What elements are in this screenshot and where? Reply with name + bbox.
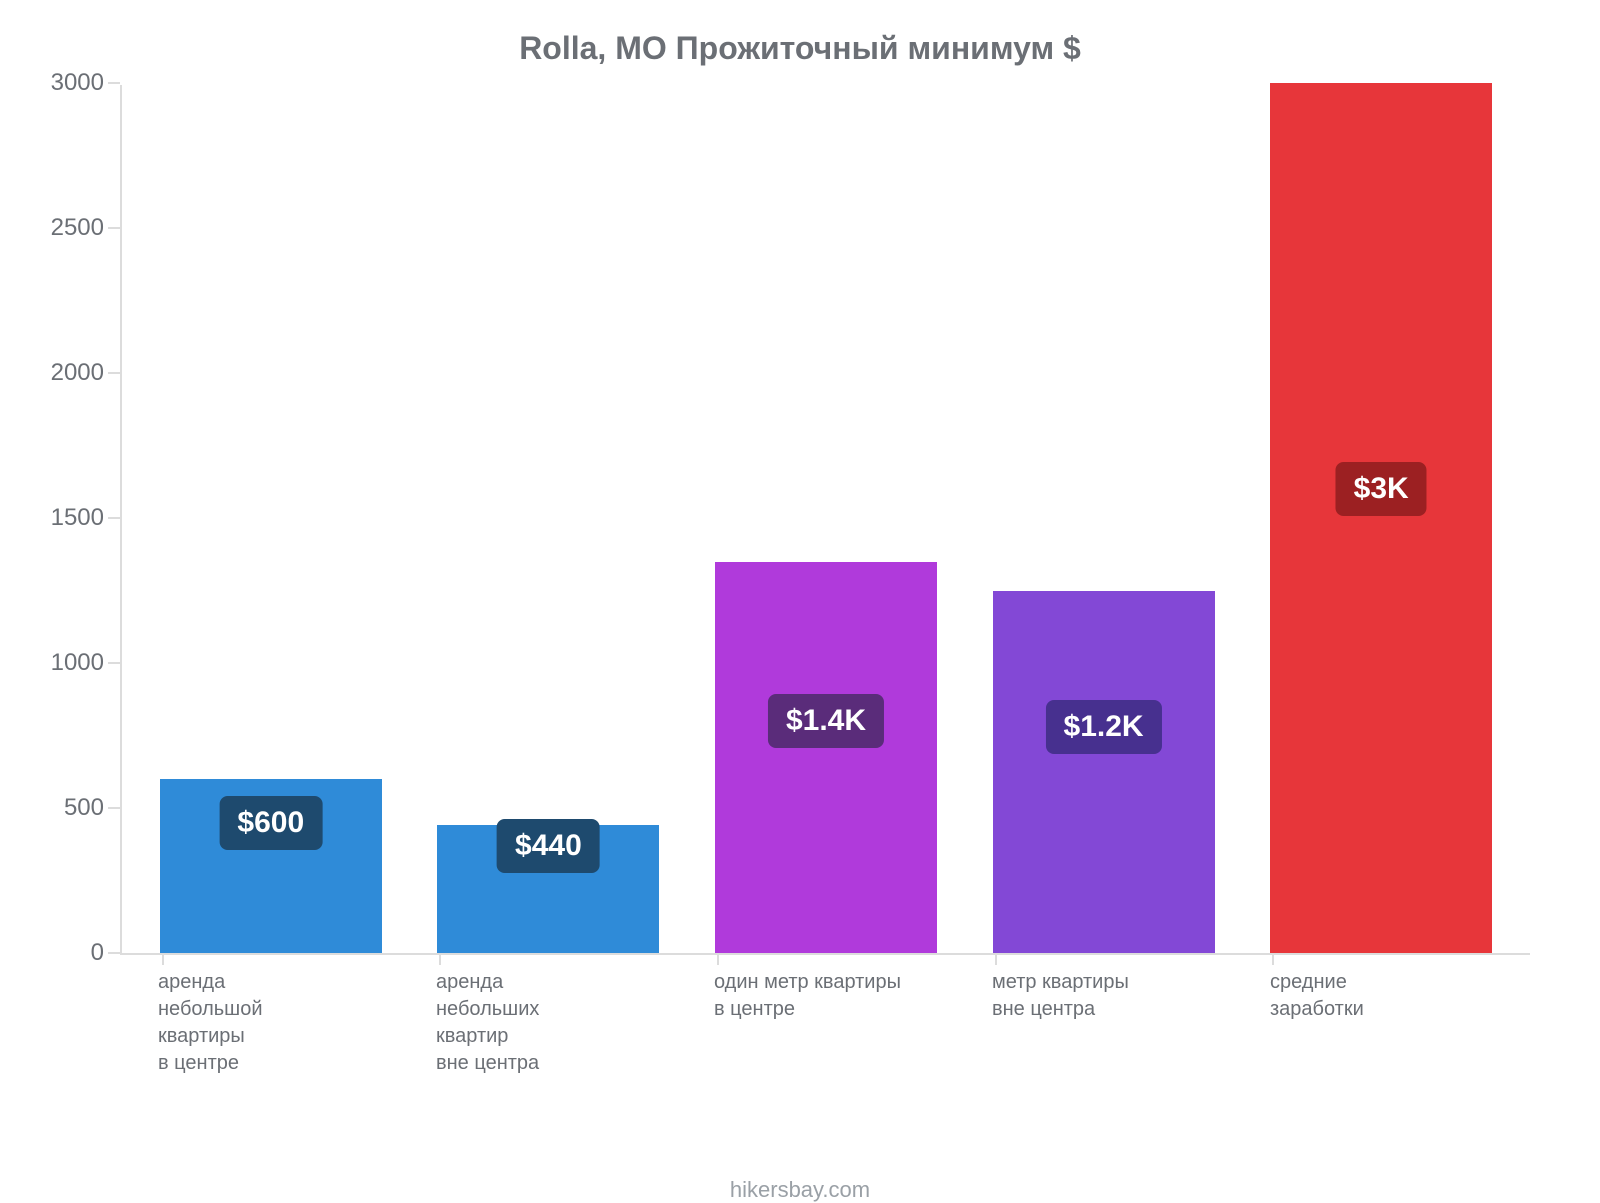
x-tick (1272, 953, 1274, 965)
chart-title: Rolla, MO Прожиточный минимум $ (40, 30, 1560, 67)
y-tick-label: 500 (64, 794, 122, 822)
bars-group: $600 $440 $1.4K $1.2K $3K (122, 85, 1530, 953)
x-axis-labels: аренда небольшой квартиры в центре аренда… (120, 969, 1530, 1077)
x-label: средние заработки (1270, 969, 1364, 1077)
bar-slot: $1.2K (965, 85, 1243, 953)
bar-slot: $440 (410, 85, 688, 953)
value-badge: $600 (219, 796, 322, 850)
y-tick-label: 0 (91, 939, 122, 967)
value-badge: $3K (1336, 462, 1427, 516)
value-badge: $440 (497, 819, 600, 873)
y-tick-label: 1500 (51, 504, 122, 532)
x-label: аренда небольшой квартиры в центре (158, 969, 263, 1077)
x-label: метр квартиры вне центра (992, 969, 1129, 1077)
chart-container: Rolla, MO Прожиточный минимум $ $600 $440… (0, 0, 1600, 1200)
bar-slot: $3K (1242, 85, 1520, 953)
value-badge: $1.4K (768, 694, 884, 748)
bar-slot: $1.4K (687, 85, 965, 953)
x-label-slot: метр квартиры вне центра (964, 969, 1242, 1077)
bar-slot: $600 (132, 85, 410, 953)
y-tick-label: 2500 (51, 214, 122, 242)
x-label: аренда небольших квартир вне центра (436, 969, 539, 1077)
x-label: один метр квартиры в центре (714, 969, 901, 1077)
x-tick (995, 953, 997, 965)
chart-wrap: $600$440$1.4K$1.2K$3K 050010001500200025… (120, 85, 1530, 1077)
bar: $3K (1270, 83, 1492, 953)
footer-credit: hikersbay.com (40, 1177, 1560, 1203)
x-label-slot: аренда небольших квартир вне центра (408, 969, 686, 1077)
x-tick (439, 953, 441, 965)
value-badge: $1.2K (1046, 700, 1162, 754)
bar: $1.4K (715, 562, 937, 954)
x-label-slot: один метр квартиры в центре (686, 969, 964, 1077)
bar: $1.2K (993, 591, 1215, 954)
plot-area: $600$440$1.4K$1.2K$3K 050010001500200025… (120, 85, 1530, 955)
bar: $440 (437, 825, 659, 953)
bar: $600 (160, 779, 382, 953)
y-tick-label: 2000 (51, 359, 122, 387)
x-label-slot: аренда небольшой квартиры в центре (130, 969, 408, 1077)
y-tick-label: 3000 (51, 69, 122, 97)
y-tick-label: 1000 (51, 649, 122, 677)
x-tick (162, 953, 164, 965)
x-tick (717, 953, 719, 965)
x-label-slot: средние заработки (1242, 969, 1520, 1077)
